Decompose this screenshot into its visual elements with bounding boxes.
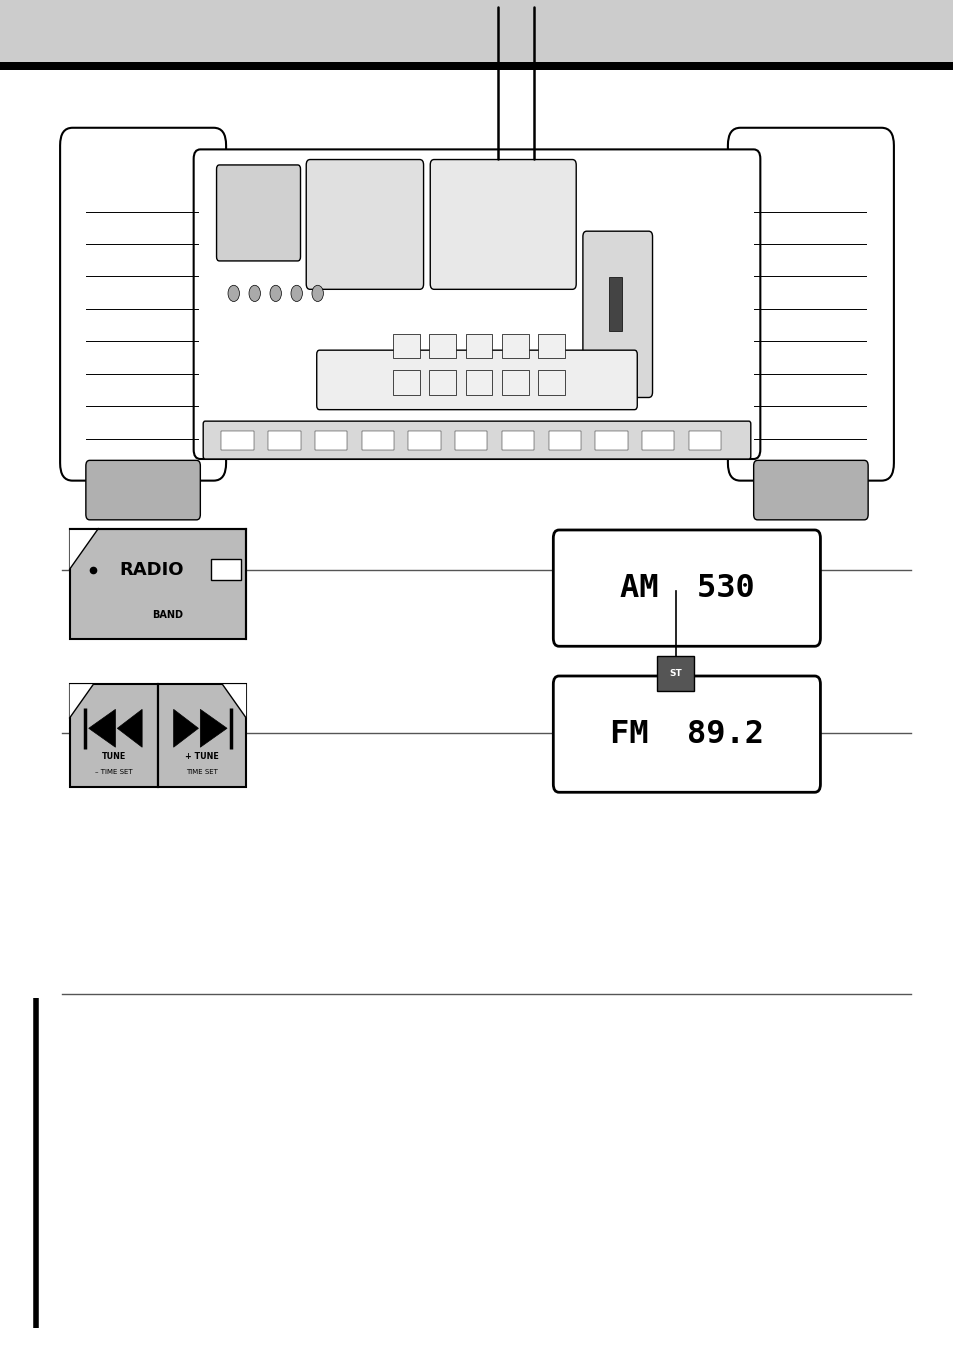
FancyBboxPatch shape bbox=[193, 150, 760, 460]
Text: ST: ST bbox=[668, 669, 681, 677]
Circle shape bbox=[312, 285, 323, 301]
Bar bbox=[221, 431, 253, 449]
Bar bbox=[157, 684, 246, 787]
Bar bbox=[501, 370, 528, 395]
FancyBboxPatch shape bbox=[316, 350, 637, 410]
Bar bbox=[465, 334, 492, 358]
Circle shape bbox=[228, 285, 239, 301]
Bar bbox=[70, 529, 246, 639]
Bar bbox=[548, 431, 580, 449]
FancyBboxPatch shape bbox=[306, 160, 423, 289]
FancyBboxPatch shape bbox=[216, 165, 300, 261]
Text: AM  530: AM 530 bbox=[618, 573, 754, 603]
Circle shape bbox=[270, 285, 281, 301]
Bar bbox=[501, 334, 528, 358]
FancyBboxPatch shape bbox=[582, 231, 652, 397]
Bar bbox=[314, 431, 347, 449]
Bar bbox=[429, 334, 456, 358]
Polygon shape bbox=[89, 710, 115, 748]
Bar bbox=[70, 684, 157, 787]
Bar bbox=[0, 0, 953, 70]
Bar bbox=[211, 558, 241, 580]
FancyBboxPatch shape bbox=[203, 422, 750, 460]
Bar bbox=[537, 370, 564, 395]
Bar bbox=[408, 431, 440, 449]
Bar bbox=[608, 277, 621, 331]
Bar bbox=[393, 334, 419, 358]
FancyBboxPatch shape bbox=[727, 128, 893, 481]
Text: + TUNE: + TUNE bbox=[185, 752, 218, 761]
Text: RADIO: RADIO bbox=[119, 561, 184, 579]
FancyBboxPatch shape bbox=[753, 460, 867, 521]
Bar bbox=[641, 431, 674, 449]
Text: FM  89.2: FM 89.2 bbox=[609, 719, 763, 749]
Polygon shape bbox=[173, 710, 198, 748]
Polygon shape bbox=[117, 710, 142, 748]
Polygon shape bbox=[222, 684, 246, 718]
FancyBboxPatch shape bbox=[553, 676, 820, 792]
Bar bbox=[268, 431, 300, 449]
Bar bbox=[361, 431, 394, 449]
FancyBboxPatch shape bbox=[60, 128, 226, 481]
Bar bbox=[537, 334, 564, 358]
Bar bbox=[501, 431, 534, 449]
Bar bbox=[657, 656, 693, 691]
FancyBboxPatch shape bbox=[430, 160, 576, 289]
Bar bbox=[465, 370, 492, 395]
Polygon shape bbox=[70, 529, 98, 569]
Circle shape bbox=[249, 285, 260, 301]
Text: – TIME SET: – TIME SET bbox=[95, 769, 132, 776]
Bar bbox=[455, 431, 487, 449]
Polygon shape bbox=[200, 710, 227, 748]
Text: TIME SET: TIME SET bbox=[186, 769, 217, 776]
Bar bbox=[595, 431, 627, 449]
Text: TUNE: TUNE bbox=[102, 752, 126, 761]
Bar bbox=[0, 62, 953, 70]
FancyBboxPatch shape bbox=[86, 460, 200, 521]
Text: BAND: BAND bbox=[152, 610, 183, 621]
Bar bbox=[393, 370, 419, 395]
FancyBboxPatch shape bbox=[553, 530, 820, 646]
Bar bbox=[429, 370, 456, 395]
Polygon shape bbox=[70, 684, 93, 718]
Bar bbox=[688, 431, 720, 449]
Circle shape bbox=[291, 285, 302, 301]
